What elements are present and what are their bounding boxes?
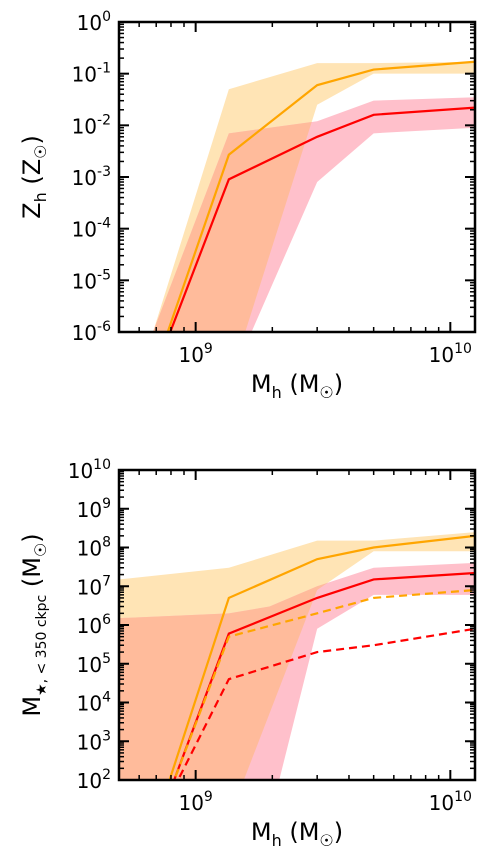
chart-panel-2: 1010 109 108 107 106 105 104 103 102 109 1010 Mh (M… (18, 457, 477, 850)
y-tick-label: 104 (77, 690, 111, 716)
y-tick-label: 100 (77, 9, 111, 35)
y-tick-label: 109 (77, 496, 111, 522)
x-axis-label: Mh (M☉) (251, 818, 343, 850)
y-tick-label: 105 (77, 651, 111, 677)
y-tick-label: 102 (77, 767, 111, 793)
y-tick-label: 1010 (68, 457, 111, 483)
y-tick-label: 108 (77, 535, 111, 561)
y-tick-label: 10-3 (72, 164, 111, 190)
plot-area (119, 532, 475, 780)
x-tick-label: 109 (178, 789, 212, 815)
x-axis-label: Mh (M☉) (251, 370, 343, 402)
y-tick-label: 103 (77, 728, 111, 754)
series-line-3 (173, 588, 475, 780)
series-line-1 (166, 60, 475, 332)
x-tick-label: 109 (178, 341, 212, 367)
y-tick-label: 10-2 (72, 112, 111, 138)
chart-panel-1: 100 10-1 10-2 10-3 10-4 10-5 10-6 109 1010 Mh (M☉… (18, 9, 477, 402)
x-tick-label: 1010 (429, 341, 472, 367)
x-tick-label: 1010 (429, 789, 472, 815)
y-tick-label: 106 (77, 612, 111, 638)
y-tick-label: 10-1 (72, 61, 111, 87)
series-line-2 (169, 106, 475, 332)
y-axis-label: M★, < 350 ckpc (M☉) (18, 533, 50, 716)
series-line-4 (176, 627, 475, 780)
series-line-1 (168, 534, 475, 780)
y-tick-label: 10-6 (72, 319, 112, 345)
y-tick-label: 107 (77, 573, 111, 599)
plot-area (153, 60, 475, 332)
y-axis-label: Zh (Z☉) (18, 135, 50, 219)
y-tick-label: 10-4 (72, 216, 112, 242)
band-overlap (153, 97, 475, 332)
y-tick-label: 10-5 (72, 267, 111, 293)
